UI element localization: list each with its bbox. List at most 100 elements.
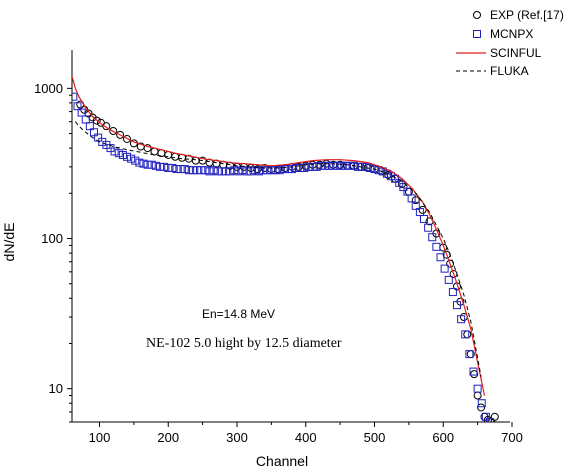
- data-point: [411, 201, 420, 210]
- data-point: [337, 161, 346, 170]
- data-point: [143, 144, 152, 153]
- x-tick-label-700: 700: [501, 430, 523, 445]
- data-point: [109, 126, 118, 135]
- data-point: [230, 166, 239, 175]
- data-point: [217, 167, 226, 176]
- data-point: [275, 166, 284, 175]
- x-axis-ticks: 100 200 300 400 500 600 700: [89, 422, 523, 445]
- legend-marker-exp: [473, 11, 481, 19]
- data-point: [205, 167, 214, 176]
- series-line: [75, 121, 482, 377]
- x-tick-label-400: 400: [295, 430, 317, 445]
- data-point: [308, 160, 317, 169]
- detector-annotation: NE-102 5.0 hight by 12.5 diameter: [146, 336, 342, 351]
- data-point: [312, 162, 321, 171]
- data-point: [420, 214, 428, 223]
- data-point: [77, 108, 86, 117]
- data-point: [127, 154, 136, 163]
- data-point: [135, 158, 144, 167]
- data-point: [457, 315, 466, 324]
- data-point: [432, 242, 441, 251]
- data-point: [473, 384, 482, 393]
- data-point: [168, 163, 177, 172]
- data-point: [73, 102, 82, 111]
- legend: EXP (Ref.[17) MCNPX SCINFUL FLUKA: [456, 8, 564, 78]
- data-point: [213, 167, 222, 176]
- y-axis-title: dN/dE: [1, 223, 17, 262]
- data-point: [308, 162, 317, 171]
- data-point: [486, 418, 494, 422]
- data-point: [329, 161, 338, 170]
- data-point: [465, 350, 474, 359]
- x-tick-label-100: 100: [89, 430, 111, 445]
- data-point: [387, 172, 395, 181]
- data-point: [490, 412, 499, 421]
- data-point: [118, 150, 127, 159]
- data-point: [424, 223, 433, 232]
- legend-label-scinful: SCINFUL: [490, 46, 542, 60]
- data-point: [325, 161, 334, 170]
- data-point: [477, 399, 486, 408]
- data-point: [349, 161, 358, 170]
- data-point: [370, 165, 379, 174]
- data-point: [463, 330, 472, 339]
- plot-area: [72, 76, 499, 422]
- x-tick-label-300: 300: [226, 430, 248, 445]
- y-axis-ticks: 10 100 1000: [34, 81, 72, 423]
- data-point: [453, 301, 461, 310]
- data-point: [201, 166, 210, 175]
- data-point: [234, 167, 243, 176]
- data-point: [94, 133, 103, 142]
- data-point: [391, 174, 400, 183]
- data-point: [81, 115, 90, 124]
- data-point: [411, 196, 420, 205]
- data-point: [469, 367, 478, 376]
- data-point: [279, 165, 288, 174]
- data-point: [184, 166, 193, 175]
- data-point: [403, 187, 412, 196]
- data-point: [116, 130, 125, 139]
- data-point: [114, 149, 123, 158]
- data-point: [358, 162, 367, 171]
- data-point: [255, 167, 263, 176]
- data-point: [123, 134, 131, 143]
- data-point: [263, 166, 272, 175]
- data-point: [189, 166, 197, 175]
- data-point: [436, 253, 445, 262]
- data-point: [418, 205, 427, 214]
- data-point: [250, 166, 259, 175]
- data-point: [242, 167, 251, 176]
- data-point: [292, 163, 301, 172]
- data-point: [470, 370, 479, 379]
- data-point: [341, 161, 350, 170]
- data-point: [407, 194, 416, 203]
- data-point: [123, 152, 131, 161]
- data-point: [110, 147, 119, 156]
- data-point: [171, 152, 180, 161]
- series-mcnpx: [72, 92, 494, 422]
- data-point: [446, 259, 455, 268]
- x-axis-title: Channel: [256, 453, 308, 469]
- data-point: [461, 330, 470, 339]
- data-point: [226, 167, 235, 176]
- data-point: [147, 160, 156, 169]
- data-point: [444, 275, 453, 284]
- legend-label-fluka: FLUKA: [490, 64, 529, 78]
- data-point: [321, 161, 329, 170]
- y-tick-label-10: 10: [49, 381, 63, 396]
- legend-label-mcnpx: MCNPX: [490, 27, 533, 41]
- data-point: [102, 122, 111, 131]
- series-layer: [72, 76, 499, 422]
- data-point: [85, 122, 94, 131]
- x-tick-label-500: 500: [364, 430, 386, 445]
- data-point: [222, 167, 230, 176]
- y-tick-label-100: 100: [41, 231, 63, 246]
- series-scinful: [72, 76, 486, 396]
- data-point: [399, 183, 408, 192]
- data-point: [172, 165, 181, 174]
- data-point: [374, 166, 383, 175]
- data-point: [271, 166, 280, 175]
- data-point: [304, 162, 313, 171]
- data-point: [415, 208, 424, 217]
